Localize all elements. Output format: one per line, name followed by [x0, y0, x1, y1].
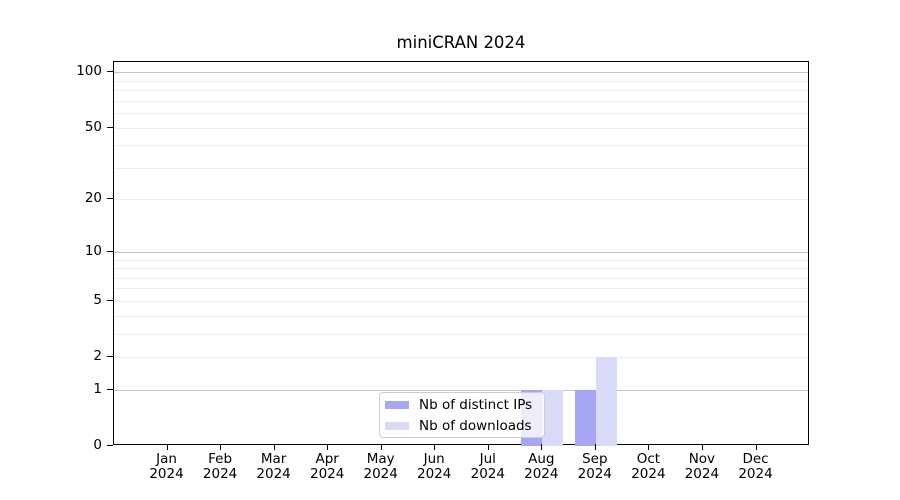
y-axis-tick: [107, 445, 113, 446]
x-tick-month: Jun: [423, 451, 445, 467]
x-tick-label: Jul 2024: [456, 452, 520, 481]
x-axis-tick: [273, 444, 275, 450]
gridline-minor: [114, 357, 808, 358]
y-tick-label: 20: [84, 190, 102, 207]
y-axis-tick: [107, 126, 113, 128]
x-tick-month: Feb: [208, 451, 233, 467]
x-tick-month: Nov: [688, 451, 716, 467]
y-axis-tick: [107, 71, 113, 73]
legend-item-distinct-ips: Nb of distinct IPs: [385, 397, 539, 413]
gridline-minor: [114, 167, 808, 169]
gridline-minor: [114, 259, 808, 261]
x-tick-label: Dec 2024: [724, 452, 788, 481]
x-axis-tick: [541, 444, 543, 450]
y-axis-tick: [107, 356, 113, 357]
gridline-major: [114, 389, 808, 391]
y-tick-label: 10: [84, 242, 102, 259]
x-tick-label: Apr 2024: [295, 452, 359, 481]
gridline-minor: [114, 268, 808, 269]
y-tick-label: 5: [93, 291, 102, 308]
x-tick-year: 2024: [417, 465, 452, 482]
x-tick-year: 2024: [631, 465, 666, 482]
gridline-minor: [114, 100, 808, 102]
x-axis-tick: [166, 444, 168, 450]
x-tick-label: Jun 2024: [402, 452, 466, 481]
x-tick-year: 2024: [256, 465, 291, 482]
x-tick-label: Jan 2024: [135, 452, 199, 481]
x-axis-tick: [434, 444, 436, 450]
y-tick-label: 2: [93, 348, 102, 364]
gridline-major: [114, 72, 808, 74]
x-axis-tick: [487, 444, 489, 450]
x-tick-year: 2024: [738, 465, 773, 482]
x-tick-year: 2024: [310, 465, 345, 482]
legend: Nb of distinct IPs Nb of downloads: [379, 392, 545, 438]
gridline-minor: [114, 113, 808, 114]
bar-downloads: [542, 389, 564, 446]
x-tick-label: Nov 2024: [670, 452, 734, 481]
x-axis-tick: [327, 444, 329, 450]
gridline-minor: [114, 145, 808, 147]
x-axis-tick: [755, 444, 757, 450]
bar-downloads: [595, 357, 617, 446]
gridline-minor: [114, 127, 808, 129]
legend-swatch-distinct-ips: [385, 400, 409, 409]
x-tick-month: Oct: [636, 451, 661, 467]
gridline-minor: [114, 300, 808, 302]
legend-item-downloads: Nb of downloads: [385, 418, 539, 434]
legend-label-distinct-ips: Nb of distinct IPs: [419, 396, 533, 413]
x-tick-month: Sep: [582, 451, 608, 467]
gridline-minor: [114, 333, 808, 335]
x-tick-label: Mar 2024: [242, 452, 306, 481]
y-axis-tick: [107, 250, 113, 252]
legend-label-downloads: Nb of downloads: [419, 417, 532, 434]
x-tick-year: 2024: [577, 465, 612, 482]
x-tick-month: May: [366, 451, 395, 467]
x-tick-label: Feb 2024: [188, 452, 252, 481]
gridline-minor: [114, 90, 808, 91]
x-tick-month: Jul: [479, 451, 496, 467]
chart-title: miniCRAN 2024: [396, 33, 526, 52]
x-tick-year: 2024: [470, 465, 505, 482]
x-tick-label: Oct 2024: [616, 452, 680, 481]
x-tick-year: 2024: [524, 465, 559, 482]
gridline-minor: [114, 288, 808, 290]
gridline-minor: [114, 315, 808, 317]
x-tick-month: Apr: [315, 451, 339, 467]
x-axis-tick: [701, 444, 703, 450]
x-tick-year: 2024: [363, 465, 398, 482]
bar-distinct-ips: [574, 389, 596, 446]
x-tick-month: Jan: [156, 451, 177, 467]
x-axis-tick: [594, 444, 596, 450]
x-tick-year: 2024: [202, 465, 238, 482]
legend-swatch-downloads: [385, 421, 409, 430]
x-tick-month: Mar: [260, 451, 287, 467]
x-tick-label: Aug 2024: [509, 452, 573, 481]
x-axis-tick: [380, 444, 382, 450]
x-tick-year: 2024: [684, 465, 720, 482]
y-tick-label: 1: [93, 380, 102, 397]
y-axis-tick: [107, 388, 113, 390]
x-axis-tick: [648, 444, 650, 450]
y-axis-tick: [107, 299, 113, 301]
y-tick-label: 0: [93, 437, 102, 453]
gridline-minor: [114, 80, 808, 82]
x-tick-year: 2024: [149, 465, 184, 482]
y-tick-label: 50: [84, 118, 102, 135]
x-tick-label: May 2024: [349, 452, 413, 481]
plot-area: [113, 61, 809, 446]
y-axis-tick: [107, 198, 113, 200]
x-tick-label: Sep 2024: [563, 452, 627, 481]
gridline-major: [114, 251, 808, 253]
gridline-minor: [114, 199, 808, 201]
y-tick-label: 100: [76, 63, 102, 80]
x-tick-month: Aug: [528, 451, 555, 467]
x-tick-month: Dec: [742, 451, 769, 467]
gridline-minor: [114, 277, 808, 279]
x-axis-tick: [220, 444, 222, 450]
